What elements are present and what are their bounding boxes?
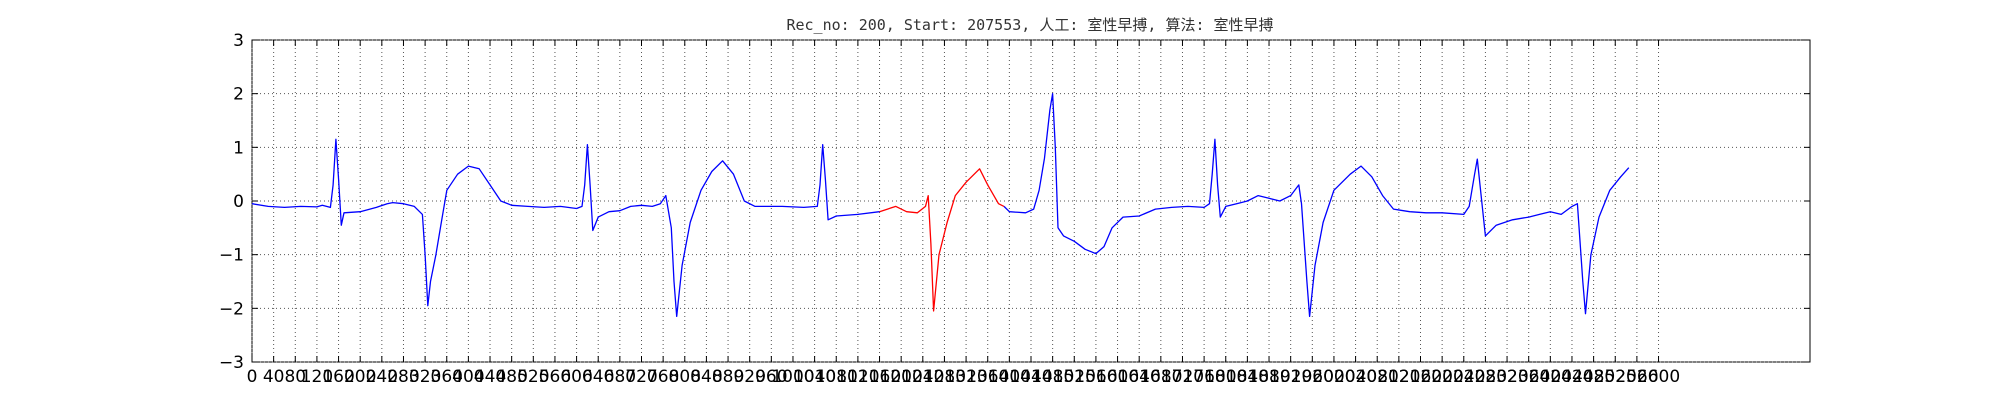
x-tick-label: 1160: [858, 367, 901, 387]
x-tick-label: 2400: [1529, 367, 1572, 387]
ecg-segment-3: [1003, 93, 1630, 318]
y-tick-label: 2: [233, 85, 244, 105]
y-tick-label: −1: [219, 246, 244, 266]
x-tick-label: 80: [284, 367, 306, 387]
x-tick-label: 2320: [1485, 367, 1528, 387]
x-tick-label: 1000: [771, 367, 814, 387]
x-tick-label: 1320: [944, 367, 987, 387]
x-tick-label: 2080: [1356, 367, 1399, 387]
x-tick-label: 2480: [1572, 367, 1615, 387]
x-tick-label: 2600: [1637, 367, 1680, 387]
x-tick-label: 2200: [1421, 367, 1464, 387]
y-tick-label: −2: [219, 299, 244, 319]
grid-lines: [251, 39, 1810, 363]
x-tick-label: 1480: [1031, 367, 1074, 387]
x-tick-label: 1120: [836, 367, 879, 387]
ecg-segment-1: [251, 138, 880, 318]
x-tick-label: 2040: [1334, 367, 1377, 387]
x-tick-label: 0: [247, 367, 258, 387]
x-tick-label: 440: [474, 367, 506, 387]
x-tick-label: 680: [604, 367, 636, 387]
ecg-series: [251, 93, 1630, 318]
x-tick-label: 760: [647, 367, 679, 387]
x-tick-label: 1400: [988, 367, 1031, 387]
x-tick-label: 840: [690, 367, 722, 387]
x-tick-label: 40: [263, 367, 285, 387]
x-tick-label: 1960: [1291, 367, 1334, 387]
x-tick-label: 1560: [1074, 367, 1117, 387]
x-tick-label: 1640: [1118, 367, 1161, 387]
x-tick-label: 1200: [880, 367, 923, 387]
x-tick-label: 1080: [815, 367, 858, 387]
y-tick-label: 3: [233, 31, 244, 51]
x-tick-label: 1280: [923, 367, 966, 387]
chart-title: Rec_no: 200, Start: 207553, 人工: 室性早搏, 算法…: [786, 16, 1273, 34]
x-tick-label: 2000: [1312, 367, 1355, 387]
x-tick-label: 2240: [1442, 367, 1485, 387]
x-tick-label: 1680: [1139, 367, 1182, 387]
x-tick-label: 280: [387, 367, 419, 387]
x-tick-label: 1360: [966, 367, 1009, 387]
x-tick-label: 1720: [1161, 367, 1204, 387]
x-tick-label: 480: [495, 367, 527, 387]
x-tick-label: 2160: [1399, 367, 1442, 387]
x-tick-label: 1800: [1204, 367, 1247, 387]
x-tick-label: 200: [344, 367, 376, 387]
x-tick-label: 2280: [1464, 367, 1507, 387]
x-tick-label: 240: [366, 367, 398, 387]
x-tick-label: 2520: [1594, 367, 1637, 387]
x-tick-label: 880: [712, 367, 744, 387]
x-tick-label: 960: [755, 367, 787, 387]
axis-ticks: 0 40 8012016020024028032036040044048052056…: [219, 31, 1810, 387]
y-tick-label: 1: [233, 138, 244, 158]
x-tick-label: 1840: [1226, 367, 1269, 387]
x-tick-label: 1760: [1182, 367, 1225, 387]
x-tick-label: 400: [452, 367, 484, 387]
x-tick-label: 1600: [1096, 367, 1139, 387]
x-tick-label: 160: [322, 367, 354, 387]
x-tick-label: 320: [409, 367, 441, 387]
x-tick-label: 1920: [1269, 367, 1312, 387]
x-tick-label: 920: [733, 367, 765, 387]
x-tick-label: 2440: [1550, 367, 1593, 387]
x-tick-label: 2560: [1615, 367, 1658, 387]
x-tick-label: 1040: [793, 367, 836, 387]
x-tick-label: 1440: [1009, 367, 1052, 387]
x-tick-label: 120: [301, 367, 333, 387]
x-tick-label: 520: [517, 367, 549, 387]
x-tick-label: 1520: [1053, 367, 1096, 387]
x-tick-label: 2120: [1377, 367, 1420, 387]
x-tick-label: 1880: [1247, 367, 1290, 387]
ecg-segment-2: [879, 168, 1005, 312]
x-tick-label: 720: [625, 367, 657, 387]
y-tick-label: 0: [233, 192, 244, 212]
y-tick-label: −3: [219, 353, 244, 373]
x-tick-label: 1240: [901, 367, 944, 387]
x-tick-label: 360: [431, 367, 463, 387]
x-tick-label: 600: [560, 367, 592, 387]
x-tick-label: 2360: [1507, 367, 1550, 387]
x-tick-label: 800: [669, 367, 701, 387]
x-tick-label: 640: [582, 367, 614, 387]
x-tick-label: 560: [539, 367, 571, 387]
